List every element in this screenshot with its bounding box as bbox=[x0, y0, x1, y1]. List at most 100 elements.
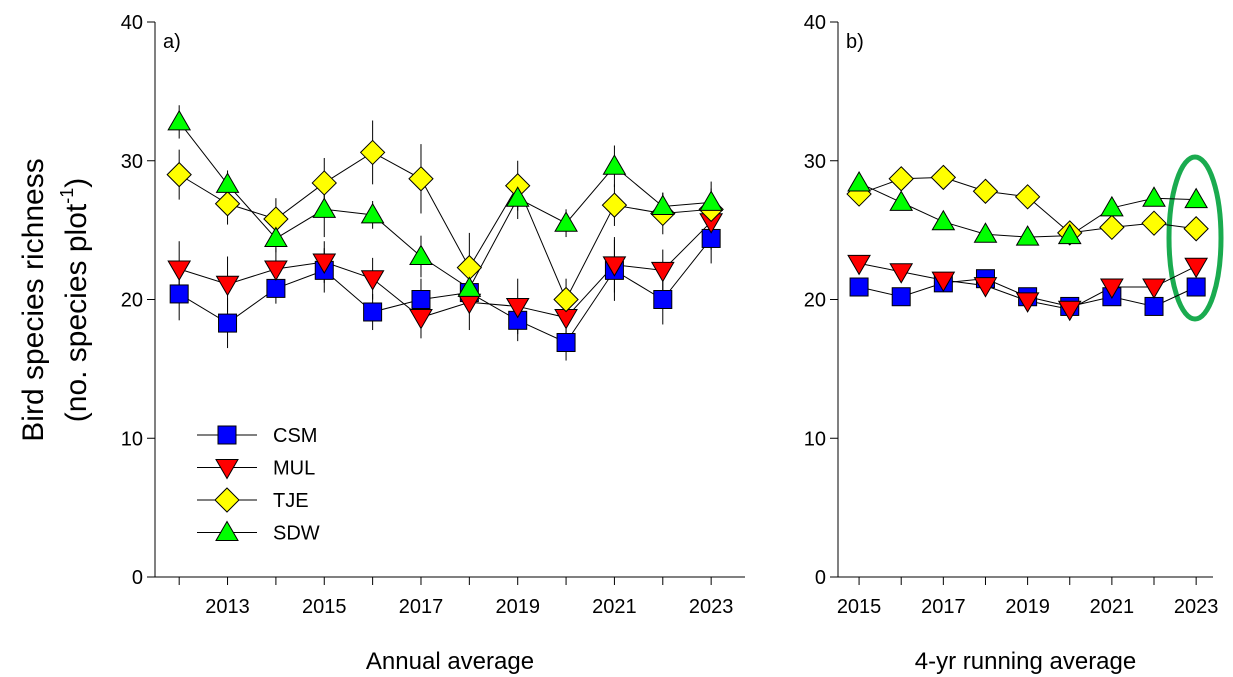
marker bbox=[363, 302, 383, 322]
marker bbox=[264, 260, 288, 281]
marker bbox=[889, 190, 914, 211]
marker bbox=[218, 313, 238, 333]
x-tick-label: 2019 bbox=[495, 596, 540, 618]
marker bbox=[973, 277, 998, 298]
marker bbox=[312, 253, 337, 275]
marker bbox=[930, 164, 957, 191]
legend-label: CSM bbox=[273, 425, 317, 447]
x-tick-label: 2019 bbox=[1005, 596, 1050, 618]
marker bbox=[888, 166, 914, 192]
marker bbox=[891, 287, 911, 307]
marker bbox=[699, 190, 724, 211]
x-axis-label: Annual average bbox=[366, 648, 534, 675]
legend-marker bbox=[214, 487, 240, 513]
marker bbox=[889, 263, 914, 284]
marker bbox=[457, 293, 482, 315]
marker bbox=[167, 260, 192, 281]
y-tick-label: 10 bbox=[804, 428, 826, 450]
marker bbox=[1100, 195, 1124, 217]
y-tick-label: 10 bbox=[121, 428, 143, 450]
marker bbox=[1183, 216, 1209, 242]
marker bbox=[847, 254, 871, 276]
marker bbox=[972, 178, 999, 204]
marker bbox=[1186, 277, 1206, 297]
marker bbox=[505, 186, 530, 207]
marker bbox=[360, 270, 385, 291]
y-tick-label: 40 bbox=[804, 12, 826, 34]
marker bbox=[408, 166, 434, 192]
marker bbox=[554, 211, 578, 232]
y-unit-text: (no. species plot bbox=[60, 203, 93, 422]
x-tick-label: 2017 bbox=[921, 596, 966, 618]
marker bbox=[167, 109, 192, 131]
marker bbox=[215, 172, 240, 193]
marker bbox=[1184, 187, 1209, 209]
marker bbox=[1014, 184, 1041, 210]
marker bbox=[311, 170, 337, 196]
marker bbox=[602, 154, 627, 175]
panel-label: b) bbox=[846, 31, 864, 53]
marker bbox=[653, 290, 673, 309]
x-tick-label: 2017 bbox=[399, 596, 444, 618]
marker bbox=[1057, 223, 1082, 245]
x-tick-label: 2021 bbox=[1090, 596, 1135, 618]
marker bbox=[554, 309, 578, 330]
y-tick-label: 30 bbox=[121, 151, 143, 173]
marker bbox=[973, 222, 998, 243]
panel-label: a) bbox=[163, 31, 181, 53]
marker bbox=[264, 226, 288, 247]
y-tick-label: 20 bbox=[121, 290, 143, 312]
marker bbox=[1142, 186, 1166, 207]
marker bbox=[1144, 296, 1164, 316]
marker bbox=[650, 194, 675, 216]
marker bbox=[409, 309, 433, 330]
x-tick-label: 2015 bbox=[837, 596, 882, 618]
marker bbox=[457, 276, 482, 297]
marker bbox=[1100, 278, 1124, 300]
y-tick-label: 20 bbox=[804, 290, 826, 312]
y-unit-sup: -1 bbox=[57, 188, 77, 204]
marker bbox=[553, 286, 579, 313]
x-tick-label: 2015 bbox=[302, 596, 347, 618]
marker bbox=[849, 277, 869, 297]
legend-marker bbox=[215, 459, 239, 480]
marker bbox=[166, 161, 192, 188]
marker bbox=[1099, 214, 1125, 241]
series-line bbox=[178, 238, 712, 344]
legend-marker bbox=[217, 425, 237, 445]
y-tick-label: 30 bbox=[804, 151, 826, 173]
marker bbox=[214, 191, 241, 217]
marker bbox=[931, 271, 956, 293]
highlight-ellipse bbox=[1166, 154, 1224, 322]
marker bbox=[505, 297, 530, 319]
series-line bbox=[178, 151, 712, 301]
y-tick-label: 0 bbox=[815, 567, 826, 589]
y-unit-end: ) bbox=[60, 178, 93, 188]
marker bbox=[847, 170, 871, 192]
legend-marker bbox=[215, 520, 239, 541]
marker bbox=[931, 209, 956, 231]
marker bbox=[1057, 300, 1082, 322]
legend-label: SDW bbox=[273, 523, 320, 545]
marker bbox=[1141, 210, 1167, 236]
marker bbox=[359, 139, 386, 166]
marker bbox=[312, 197, 337, 218]
x-tick-label: 2023 bbox=[689, 596, 734, 618]
marker bbox=[1015, 292, 1040, 313]
x-tick-label: 2023 bbox=[1174, 596, 1219, 618]
x-tick-label: 2021 bbox=[592, 596, 637, 618]
marker bbox=[360, 202, 385, 224]
marker bbox=[266, 278, 286, 298]
marker bbox=[215, 275, 240, 297]
x-tick-label: 2013 bbox=[205, 596, 250, 618]
marker bbox=[169, 284, 189, 304]
y-axis-label: Bird species richness bbox=[17, 158, 50, 441]
marker bbox=[411, 290, 431, 309]
marker bbox=[601, 192, 628, 218]
marker bbox=[1015, 225, 1040, 246]
y-tick-label: 0 bbox=[132, 567, 143, 589]
series-line bbox=[178, 121, 712, 290]
y-tick-label: 40 bbox=[121, 12, 143, 34]
marker bbox=[456, 254, 483, 281]
